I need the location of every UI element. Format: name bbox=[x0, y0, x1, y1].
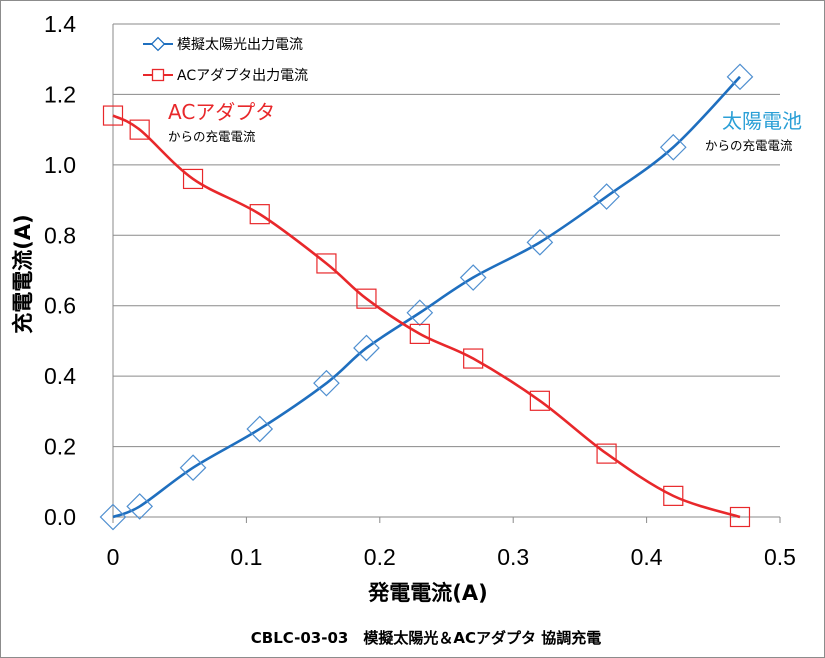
x-tick-label: 0.5 bbox=[764, 544, 796, 570]
x-tick-label: 0.1 bbox=[230, 544, 262, 570]
data-point-diamond bbox=[526, 228, 554, 256]
data-point-square bbox=[409, 323, 430, 344]
legend-item-ac: ACアダプタ出力電流 bbox=[143, 68, 308, 84]
data-point-square bbox=[102, 105, 124, 126]
legend-marker-square bbox=[151, 68, 165, 82]
x-tick-label: 0 bbox=[107, 544, 120, 570]
data-point-diamond bbox=[246, 415, 274, 443]
data-point-square bbox=[316, 253, 337, 274]
legend-label-solar: 模擬太陽光出力電流 bbox=[177, 37, 303, 53]
x-tick-label: 0.2 bbox=[364, 544, 396, 570]
data-point-square bbox=[249, 204, 270, 225]
annotation-solar: 太陽電池 からの充電電流 bbox=[705, 109, 802, 153]
series-line bbox=[112, 114, 741, 519]
y-tick-label: 0.0 bbox=[44, 504, 76, 530]
y-axis-title: 充電電流(A) bbox=[11, 214, 35, 333]
x-tick-labels: 0 0.1 0.2 0.3 0.4 0.5 bbox=[107, 544, 796, 570]
series-ac-adapter bbox=[102, 105, 751, 528]
annotation-solar-subtitle: からの充電電流 bbox=[705, 138, 793, 153]
series-solar bbox=[99, 63, 754, 531]
annotation-ac-title: ACアダプタ bbox=[168, 100, 275, 124]
data-point-diamond bbox=[406, 299, 434, 327]
annotation-ac: ACアダプタ からの充電電流 bbox=[168, 100, 275, 144]
y-tick-labels: 0.0 0.2 0.4 0.6 0.8 1.0 1.2 1.4 bbox=[44, 11, 76, 530]
x-tick-label: 0.4 bbox=[631, 544, 663, 570]
data-point-diamond bbox=[459, 264, 487, 291]
data-point-square bbox=[356, 288, 377, 309]
data-point-square bbox=[529, 390, 550, 411]
data-point-diamond bbox=[179, 454, 207, 482]
x-axis-title: 発電電流(A) bbox=[367, 581, 487, 605]
data-point-square bbox=[463, 348, 484, 369]
y-tick-label: 0.8 bbox=[44, 222, 76, 248]
gridlines bbox=[113, 23, 780, 448]
y-tick-label: 1.4 bbox=[44, 11, 76, 37]
data-point-square bbox=[596, 443, 617, 464]
annotation-ac-subtitle: からの充電電流 bbox=[168, 129, 256, 144]
axes bbox=[112, 24, 781, 523]
legend: 模擬太陽光出力電流 ACアダプタ出力電流 bbox=[143, 36, 308, 84]
data-point-diamond bbox=[726, 63, 754, 91]
x-tick-label: 0.3 bbox=[497, 544, 529, 570]
y-tick-label: 0.6 bbox=[44, 293, 76, 319]
annotation-solar-title: 太陽電池 bbox=[722, 109, 802, 133]
data-point-diamond bbox=[353, 334, 380, 362]
data-point-diamond bbox=[313, 369, 340, 397]
series-line bbox=[112, 75, 741, 519]
y-tick-label: 1.2 bbox=[44, 81, 76, 107]
data-point-diamond bbox=[126, 493, 154, 520]
data-point-square bbox=[129, 119, 150, 140]
y-tick-label: 1.0 bbox=[44, 152, 76, 178]
series-layer bbox=[99, 63, 754, 531]
data-point-diamond bbox=[659, 133, 687, 161]
y-tick-label: 0.2 bbox=[44, 434, 76, 460]
data-point-square bbox=[182, 168, 204, 190]
y-tick-label: 0.4 bbox=[44, 363, 76, 389]
data-point-diamond bbox=[99, 503, 127, 531]
data-point-square bbox=[663, 485, 684, 506]
legend-marker-diamond bbox=[150, 36, 166, 52]
legend-label-ac: ACアダプタ出力電流 bbox=[177, 68, 308, 84]
legend-item-solar: 模擬太陽光出力電流 bbox=[143, 36, 303, 53]
data-point-diamond bbox=[593, 183, 620, 210]
chart-caption: CBLC-03-03 模擬太陽光＆ACアダプタ 協調充電 bbox=[251, 629, 601, 647]
data-point-square bbox=[729, 506, 751, 528]
